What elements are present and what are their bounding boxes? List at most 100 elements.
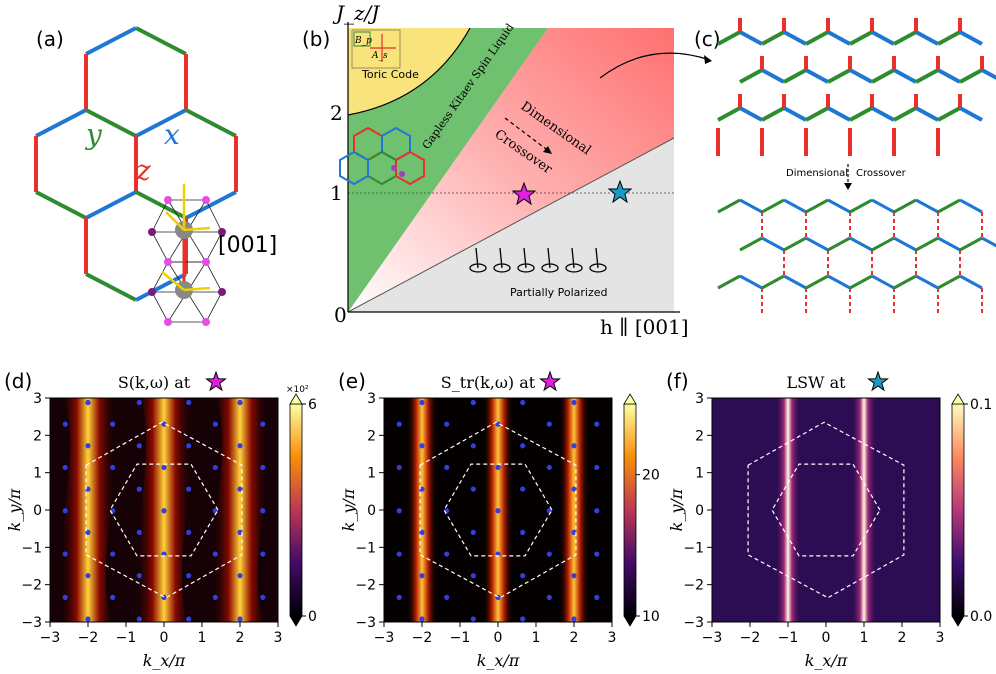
reciprocal-lattice-point bbox=[212, 594, 218, 600]
reciprocal-lattice-point bbox=[444, 551, 450, 557]
honeycomb-top bbox=[716, 18, 996, 156]
spin-arrows bbox=[161, 184, 211, 292]
bond-y bbox=[739, 68, 763, 84]
bond-x bbox=[783, 30, 807, 46]
reciprocal-lattice-point bbox=[62, 594, 68, 600]
brillouin-zone-extended bbox=[747, 421, 905, 599]
title-star-marker bbox=[867, 370, 889, 392]
bond-y bbox=[959, 236, 983, 252]
bond-y bbox=[717, 30, 741, 46]
bond-x bbox=[849, 236, 873, 252]
bond-x bbox=[871, 274, 895, 290]
reciprocal-lattice-point bbox=[110, 464, 116, 471]
reciprocal-lattice-point bbox=[110, 594, 116, 600]
y-tick-label: 3 bbox=[695, 391, 704, 407]
ylabel-b: J_z/J bbox=[332, 1, 380, 25]
panel-label-a: (a) bbox=[36, 27, 64, 51]
bond-x bbox=[959, 274, 983, 290]
reciprocal-lattice-point bbox=[520, 529, 526, 536]
y-tick-label: −2 bbox=[21, 578, 42, 594]
brillouin-zone-first bbox=[771, 463, 881, 557]
bond-x bbox=[893, 68, 917, 84]
x-tick-label: −2 bbox=[78, 630, 99, 646]
bond-x bbox=[783, 274, 807, 290]
bond-y bbox=[893, 30, 917, 46]
colorbar-extend-top bbox=[623, 393, 637, 405]
x-tick-label: −3 bbox=[702, 630, 723, 646]
x-tick-label: 3 bbox=[608, 630, 617, 646]
bond-y bbox=[871, 236, 895, 252]
colorbar-tick-label: 20 bbox=[642, 468, 660, 484]
reciprocal-lattice-point bbox=[237, 616, 243, 622]
reciprocal-lattice-point bbox=[546, 464, 552, 471]
reciprocal-lattice-point bbox=[186, 616, 192, 622]
bond-y bbox=[937, 106, 961, 122]
reciprocal-lattice-point bbox=[62, 551, 68, 557]
y-tick-label: −2 bbox=[683, 578, 704, 594]
bond-x bbox=[805, 236, 829, 252]
bond-y bbox=[871, 68, 895, 84]
brillouin-zone-first bbox=[109, 463, 219, 557]
x-tick-label: 0 bbox=[160, 630, 169, 646]
colorbar-extend-top bbox=[951, 393, 965, 405]
reciprocal-lattice-point bbox=[594, 464, 600, 471]
bond-y bbox=[783, 68, 807, 84]
polarized-spins bbox=[469, 247, 607, 273]
bond-x bbox=[739, 106, 763, 122]
bond-y bbox=[827, 68, 851, 84]
reciprocal-lattice-point bbox=[62, 508, 68, 514]
bond-x bbox=[783, 198, 807, 214]
colorbar-extend-top bbox=[289, 393, 303, 405]
colorbar-tick-label: 0 bbox=[308, 609, 317, 625]
panel-b: (b) J_z/J h ∥ [001] 0 2 1 Toric Code Gap… bbox=[302, 1, 712, 339]
x-tick-label: −3 bbox=[40, 630, 61, 646]
reciprocal-lattice-point bbox=[470, 529, 476, 536]
bond-x bbox=[827, 198, 851, 214]
bond-y bbox=[717, 274, 741, 290]
x-tick-label: 1 bbox=[532, 630, 541, 646]
reciprocal-lattice-point bbox=[136, 443, 142, 449]
reciprocal-lattice-point bbox=[62, 464, 68, 471]
reciprocal-lattice-point bbox=[470, 573, 476, 579]
phase-label-partially-polarized: Partially Polarized bbox=[510, 286, 608, 299]
reciprocal-lattice-point bbox=[212, 421, 218, 427]
intensity-stripe bbox=[851, 398, 877, 622]
reciprocal-lattice-point bbox=[444, 464, 450, 471]
reciprocal-lattice-point bbox=[571, 443, 577, 449]
reciprocal-lattice-point bbox=[495, 421, 501, 427]
brillouin-zone-first bbox=[443, 463, 553, 557]
reciprocal-lattice-point bbox=[85, 616, 91, 622]
y-tick-label: −1 bbox=[683, 540, 704, 556]
x-tick-label: 3 bbox=[274, 630, 283, 646]
bond-y bbox=[739, 236, 763, 252]
reciprocal-lattice-point bbox=[444, 594, 450, 600]
intensity-stripe bbox=[211, 398, 269, 622]
reciprocal-lattice-point bbox=[396, 508, 402, 514]
reciprocal-lattice-point bbox=[520, 486, 526, 492]
brillouin-zone-extended bbox=[85, 421, 243, 599]
bond-y bbox=[717, 106, 741, 122]
reciprocal-lattice-point bbox=[594, 421, 600, 427]
reciprocal-lattice-point bbox=[396, 594, 402, 600]
reciprocal-lattice-point bbox=[470, 399, 476, 406]
bond-y bbox=[937, 30, 961, 46]
bond-y bbox=[805, 106, 829, 122]
bond-y bbox=[761, 30, 785, 46]
panel-label-b: (b) bbox=[302, 27, 330, 51]
x-tick-label: 0 bbox=[494, 630, 503, 646]
x-tick-label: 2 bbox=[236, 630, 245, 646]
ytick-b-1: 1 bbox=[330, 181, 343, 205]
x-tick-label: 2 bbox=[570, 630, 579, 646]
y-tick-label: 1 bbox=[33, 466, 42, 482]
reciprocal-lattice-point bbox=[110, 551, 116, 557]
reciprocal-lattice-point bbox=[571, 399, 577, 406]
reciprocal-lattice-point bbox=[186, 529, 192, 536]
colorbar-tick-label: 0.1 bbox=[970, 397, 992, 413]
intensity-stripe bbox=[407, 398, 437, 622]
reciprocal-lattice-point bbox=[186, 443, 192, 449]
bond-x bbox=[761, 236, 785, 252]
reciprocal-lattice-point bbox=[161, 464, 167, 471]
reciprocal-lattice-point bbox=[470, 616, 476, 622]
reciprocal-lattice-point bbox=[260, 508, 266, 514]
